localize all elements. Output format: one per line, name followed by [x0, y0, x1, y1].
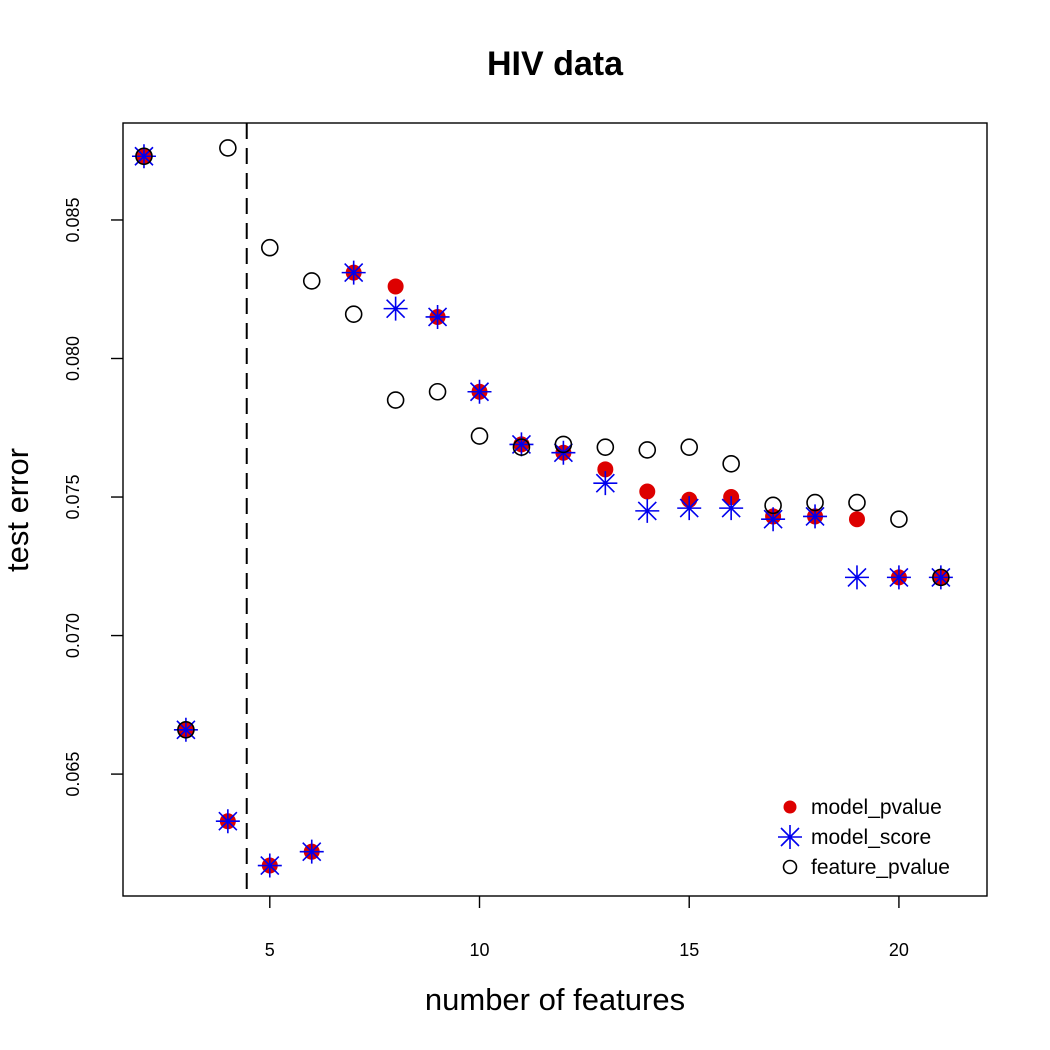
data-points: [131, 139, 953, 878]
y-axis: 0.065 0.070 0.075 0.080 0.085: [63, 197, 123, 797]
x-tick-label: 5: [265, 940, 275, 960]
y-tick-label: 0.080: [63, 336, 83, 381]
feature-pvalue-point: [764, 496, 782, 515]
x-tick-label: 15: [679, 940, 699, 960]
legend-feature-pvalue-label: feature_pvalue: [811, 856, 950, 879]
feature-pvalue-point: [512, 438, 531, 456]
model-score-point: [467, 379, 492, 404]
y-tick-label: 0.075: [63, 475, 83, 520]
legend-model-score-label: model_score: [811, 826, 931, 849]
feature-pvalue-point: [680, 438, 699, 456]
legend-model-score-marker: [778, 825, 802, 849]
feature-pvalue-point: [470, 427, 489, 445]
legend-feature-pvalue: feature_pvalue: [782, 856, 950, 879]
legend-model-pvalue: model_pvalue: [783, 796, 942, 819]
plot-frame: [122, 122, 988, 897]
model-score-point: [844, 565, 869, 590]
feature-pvalue-point: [806, 493, 824, 512]
x-axis-label: number of features: [425, 982, 685, 1017]
model-score-point: [677, 496, 702, 521]
model-score-point: [886, 565, 911, 590]
model-score-point: [593, 471, 618, 496]
model-pvalue-point: [639, 483, 656, 500]
model-score-point: [635, 498, 660, 523]
model-score-point: [803, 504, 828, 529]
y-tick-label: 0.085: [63, 197, 83, 242]
legend-model-score: model_score: [778, 825, 931, 849]
feature-pvalue-point: [428, 382, 447, 401]
model-score-point: [131, 144, 156, 169]
model-score-point: [383, 296, 408, 321]
feature-pvalue-point: [848, 493, 866, 512]
model-score-point: [509, 432, 534, 457]
feature-pvalue-point: [722, 454, 740, 473]
legend-model-pvalue-label: model_pvalue: [811, 796, 942, 819]
model-pvalue-point: [387, 278, 404, 295]
feature-pvalue-point: [932, 568, 950, 587]
model-score-point: [215, 809, 240, 834]
x-tick-label: 20: [889, 940, 909, 960]
chart-title: HIV data: [487, 45, 624, 83]
feature-pvalue-point: [260, 238, 279, 257]
series-model-pvalue: [135, 148, 949, 874]
legend: model_pvalue model_score feature_pvalue: [778, 796, 950, 879]
model-score-point: [425, 304, 450, 329]
feature-pvalue-point: [135, 147, 153, 166]
legend-model-pvalue-marker: [783, 800, 797, 814]
y-axis-label: test error: [0, 448, 35, 572]
legend-feature-pvalue-marker: [782, 859, 798, 875]
model-score-point: [928, 565, 953, 590]
model-score-point: [719, 496, 744, 521]
model-pvalue-point: [597, 461, 614, 478]
model-score-point: [257, 853, 282, 878]
model-score-point: [299, 839, 324, 864]
feature-pvalue-point: [302, 272, 321, 290]
series-feature-pvalue: [135, 139, 950, 739]
y-tick-label: 0.065: [63, 752, 83, 797]
x-axis: 5 10 15 20: [265, 896, 909, 960]
feature-pvalue-point: [177, 720, 195, 739]
series-model-score: [131, 144, 953, 878]
feature-pvalue-point: [386, 391, 405, 409]
y-tick-label: 0.070: [63, 613, 83, 658]
feature-pvalue-point: [219, 139, 237, 157]
feature-pvalue-point: [596, 438, 615, 456]
feature-pvalue-point: [638, 441, 657, 459]
feature-pvalue-point: [554, 435, 573, 454]
feature-pvalue-point: [344, 305, 363, 323]
feature-pvalue-point: [890, 510, 908, 528]
x-tick-label: 10: [469, 940, 489, 960]
model-score-point: [173, 717, 198, 742]
model-score-point: [341, 260, 366, 285]
model-pvalue-point: [848, 511, 865, 528]
model-score-point: [761, 507, 786, 532]
